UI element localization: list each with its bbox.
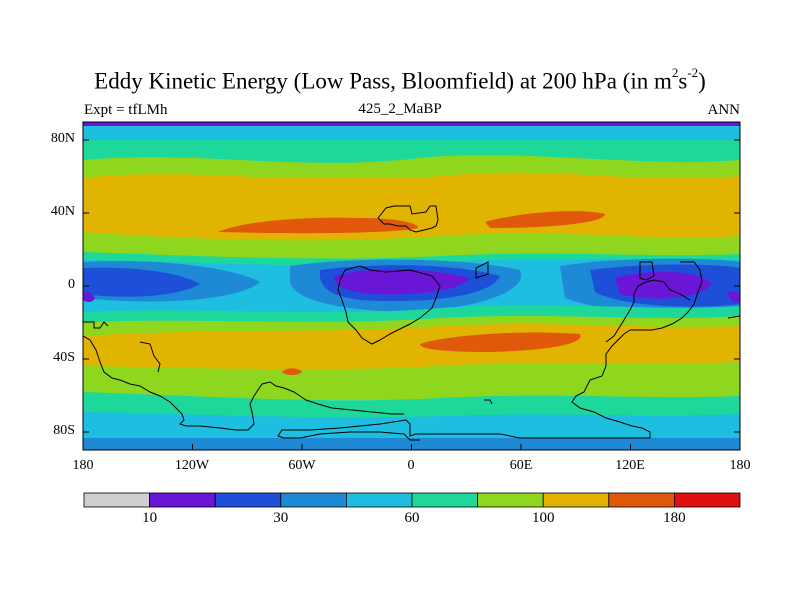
colorbar-cell (280, 492, 347, 508)
x-tick-label: 60E (509, 458, 533, 473)
x-tick-label: 60W (288, 458, 316, 473)
colorbar-label: 60 (404, 510, 420, 526)
colorbar-cell (214, 492, 282, 508)
band-cyan-south (83, 412, 740, 440)
colorbar-cell (149, 492, 216, 508)
max-north-asia (485, 211, 605, 228)
colorbar-cell (542, 492, 610, 508)
band-lightgreen-north (83, 155, 740, 178)
x-tick-label: 180 (72, 458, 94, 473)
max-south-indian (420, 332, 581, 352)
trop-min-atlantic (334, 269, 470, 295)
experiment-label: Expt = tfLMh (84, 102, 168, 118)
contour-field (83, 122, 740, 450)
map-title: Eddy Kinetic Energy (Low Pass, Bloomfiel… (94, 65, 706, 94)
y-tick-label: 40S (53, 350, 75, 365)
y-tick-label: 80N (50, 131, 75, 146)
x-tick-label: 0 (407, 458, 415, 473)
colorbar-label: 30 (273, 510, 289, 526)
map-subtitle: 425_2_MaBP (358, 101, 442, 117)
band-lightgreen-south (83, 362, 740, 400)
x-tick-label: 180 (729, 458, 751, 473)
band-green-south (83, 392, 740, 420)
x-tick-label: 120E (615, 458, 645, 473)
band-subpolar-north (83, 126, 740, 140)
y-axis-ticks (83, 139, 740, 433)
colorbar-label: 180 (663, 510, 686, 526)
colorbar-label: 100 (531, 510, 555, 526)
y-tick-label: 80S (53, 423, 75, 438)
colorbar-cell (608, 492, 675, 508)
y-tick-label: 40N (50, 204, 75, 219)
x-axis-ticks (82, 444, 741, 450)
colorbar-cell (411, 492, 478, 508)
max-north-atlantic (218, 217, 419, 234)
season-label: ANN (707, 102, 741, 118)
colorbar-cell (674, 492, 741, 508)
x-tick-label: 120W (174, 458, 210, 473)
colorbar-label: 10 (142, 510, 158, 526)
colorbar-cell (83, 492, 150, 508)
coastlines (83, 205, 740, 441)
colorbar-cell (345, 492, 413, 508)
colorbar (83, 492, 741, 508)
y-tick-label: 0 (68, 277, 75, 292)
trop-min-pacific (615, 271, 712, 299)
colorbar-cell (477, 492, 544, 508)
